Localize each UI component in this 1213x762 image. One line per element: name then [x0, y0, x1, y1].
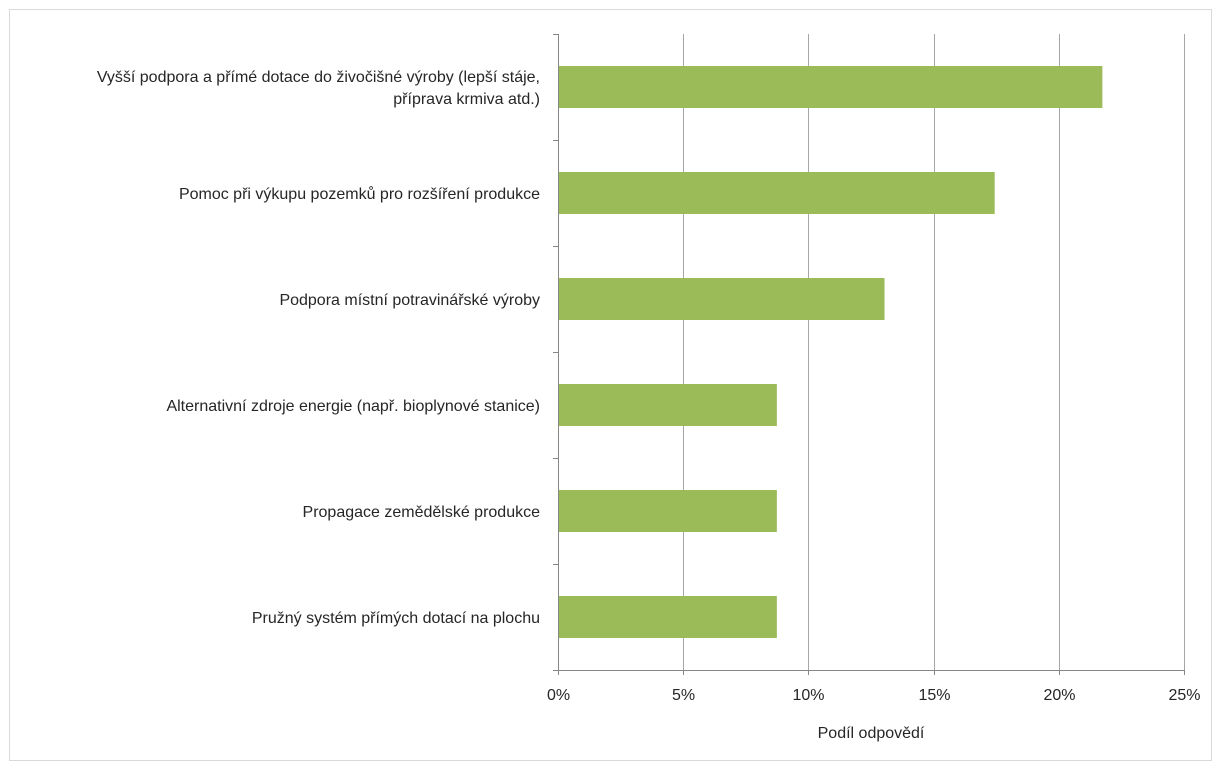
bars — [559, 66, 1103, 638]
x-axis-title: Podíl odpovědí — [818, 725, 925, 742]
category-label: Podpora místní potravinářské výroby — [279, 292, 540, 309]
bar — [559, 596, 777, 638]
x-tick-label: 15% — [918, 687, 950, 704]
x-tick-label: 20% — [1043, 687, 1075, 704]
x-tick-label: 0% — [547, 687, 570, 704]
bar — [559, 278, 885, 320]
x-tick-labels: 0% 5% 10% 15% 20% 25% — [547, 687, 1201, 704]
category-label: příprava krmiva atd.) — [393, 91, 540, 108]
category-label: Alternativní zdroje energie (např. biopl… — [166, 398, 540, 415]
x-tick-label: 25% — [1168, 687, 1200, 704]
bar — [559, 172, 995, 214]
bar — [559, 66, 1103, 108]
bar — [559, 490, 777, 532]
category-label: Vyšší podpora a přímé dotace do živočišn… — [97, 69, 540, 86]
category-label: Pomoc při výkupu pozemků pro rozšíření p… — [179, 185, 540, 203]
x-tick-label: 10% — [792, 687, 824, 704]
axes — [553, 34, 1185, 675]
gridlines — [683, 34, 1185, 670]
category-label: Propagace zemědělské produkce — [303, 504, 541, 521]
category-labels: Vyšší podpora a přímé dotace do živočišn… — [97, 69, 540, 627]
category-label: Pružný systém přímých dotací na plochu — [252, 610, 540, 627]
x-tick-label: 5% — [672, 687, 695, 704]
bar — [559, 384, 777, 426]
